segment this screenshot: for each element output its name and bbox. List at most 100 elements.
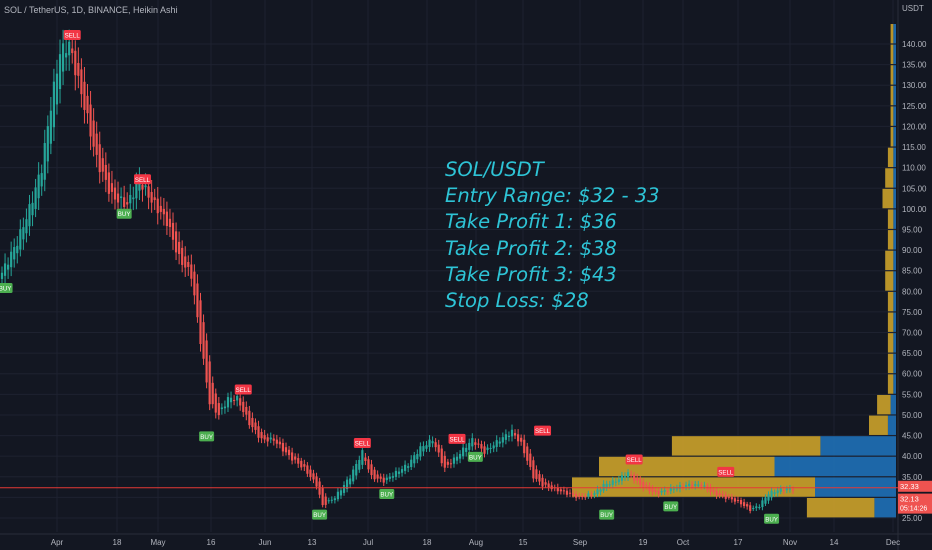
- time-tick-label: Nov: [783, 538, 797, 547]
- candle-body: [715, 490, 718, 496]
- candle-body: [672, 488, 675, 490]
- volume-profile-bar: [774, 456, 896, 477]
- volume-profile-bar: [893, 312, 896, 332]
- candle-body: [113, 187, 117, 200]
- candle-body: [675, 488, 678, 490]
- price-tick-label: 85.00: [902, 267, 923, 276]
- candle-body: [275, 439, 278, 444]
- candle-body: [116, 193, 120, 203]
- annotation-line: Stop Loss: $28: [445, 289, 589, 313]
- sell-signal: [133, 174, 151, 185]
- candle-body: [535, 469, 538, 479]
- candle-body: [431, 441, 434, 444]
- candle-body: [196, 283, 199, 318]
- time-tick-label: 15: [519, 538, 528, 547]
- candle-body: [190, 264, 193, 279]
- candle-body: [602, 483, 605, 491]
- candle-body: [388, 476, 391, 479]
- candle-body: [544, 482, 547, 485]
- candle-body: [303, 464, 306, 467]
- sell-signal: [353, 438, 371, 449]
- buy-signal: [379, 489, 395, 500]
- candle-body: [495, 440, 498, 447]
- volume-profile-bar: [885, 168, 894, 188]
- price-tick-label: 40.00: [902, 452, 923, 461]
- candle-body: [43, 143, 46, 180]
- volume-profile-bar: [806, 497, 875, 518]
- candle-body: [162, 208, 165, 215]
- candle-body: [330, 499, 333, 501]
- candle-body: [229, 397, 233, 403]
- candle-body: [608, 484, 611, 486]
- sell-signal: [63, 30, 81, 40]
- candle-body: [147, 186, 150, 198]
- candle-body: [626, 472, 630, 478]
- candle-body: [272, 438, 275, 441]
- volume-profile-bar: [890, 65, 894, 85]
- candle-body: [657, 491, 660, 494]
- candle-body: [214, 393, 217, 413]
- candle-body: [10, 251, 13, 268]
- candle-body: [703, 485, 706, 487]
- candle-body: [532, 460, 535, 479]
- candle-body: [565, 490, 569, 495]
- candle-body: [755, 506, 758, 509]
- candle-body: [342, 485, 346, 493]
- candle-body: [400, 469, 404, 473]
- buy-signal: [116, 208, 132, 219]
- candle-body: [141, 184, 144, 190]
- candle-body: [370, 464, 373, 476]
- signal-label: BUY: [469, 454, 482, 461]
- volume-profile-bar: [893, 271, 896, 291]
- candle-body: [688, 483, 691, 487]
- candle-body: [226, 397, 230, 408]
- candle-body: [718, 493, 721, 496]
- candle-body: [345, 479, 349, 489]
- volume-profile-bar: [882, 188, 894, 209]
- candle-body: [791, 488, 795, 491]
- trade-annotation[interactable]: SOL/USDT Entry Range: $32 - 33 Take Prof…: [445, 157, 660, 314]
- signal-labels: BUY SELL BUY SELL BUY SELL BUY SELL BUY BUY SELL SE…: [0, 30, 780, 524]
- candle-body: [361, 450, 364, 465]
- candle-body: [648, 485, 651, 491]
- candle-body: [297, 458, 300, 464]
- candle-body: [455, 456, 459, 461]
- candle-body: [666, 490, 669, 492]
- volume-profile-bar: [893, 23, 896, 44]
- candle-body: [477, 443, 480, 445]
- candle-body: [336, 491, 340, 500]
- candle-body: [636, 477, 639, 481]
- volume-profile-bar: [887, 333, 894, 353]
- candle-body: [245, 406, 248, 415]
- price-tick-label: 35.00: [902, 473, 923, 482]
- candle-body: [507, 435, 511, 438]
- candle-body: [281, 442, 285, 452]
- candle-body: [3, 263, 7, 276]
- time-tick-label: Jun: [259, 538, 272, 547]
- candle-body: [223, 406, 227, 409]
- candle-body: [40, 173, 43, 187]
- volume-profile-bar: [887, 291, 894, 312]
- candle-body: [614, 481, 617, 483]
- candle-body: [358, 459, 361, 470]
- candle-body: [468, 442, 471, 450]
- candle-body: [260, 432, 263, 439]
- volume-profile-bar: [887, 147, 894, 168]
- candle-body: [709, 487, 712, 492]
- candle-body: [587, 493, 590, 497]
- candle-body: [571, 493, 575, 495]
- candle-body: [77, 62, 80, 76]
- candle-body: [205, 340, 208, 383]
- time-tick-label: Sep: [573, 538, 588, 547]
- volume-profile-bar: [887, 374, 894, 394]
- candle-body: [110, 183, 114, 192]
- candle-body: [217, 403, 220, 416]
- candle-body: [413, 455, 416, 464]
- candle-body: [178, 241, 181, 255]
- candle-body: [596, 489, 599, 495]
- candle-body: [452, 457, 456, 464]
- candle-body: [642, 482, 645, 488]
- volume-profile-bar: [890, 23, 894, 44]
- candle-body: [150, 191, 153, 203]
